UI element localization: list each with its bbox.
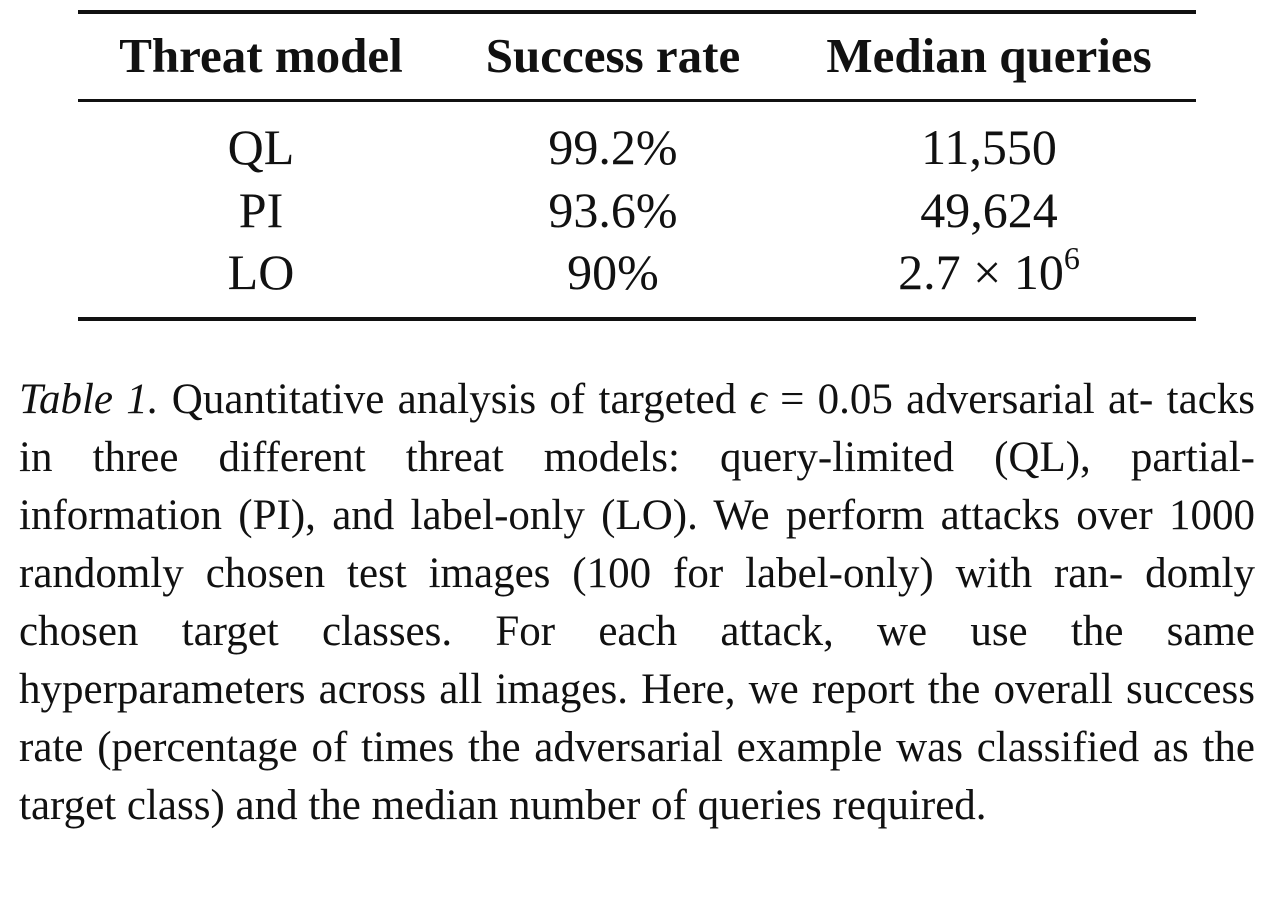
header-success-rate: Success rate [485,28,741,83]
median-queries-lo-base: 2.7 × 10 [898,244,1064,300]
caption-line-3: information (PI), and label-only (LO). W… [19,492,1153,539]
table-caption: Table 1. Quantitative analysis of target… [19,371,1255,835]
table-bottom-rule [78,317,1196,321]
cell-median-queries-lo: 2.7 × 106 [782,242,1196,300]
caption-line-4: 1000 randomly chosen test images (100 fo… [19,492,1255,597]
caption-line-6: hyperparameters across all images. Here,… [19,666,1113,713]
caption-line-7: success rate (percentage of times the ad… [19,666,1255,771]
table-header-rule [78,99,1196,102]
caption-line-9: required. [832,782,987,829]
median-queries-lo-exponent: 6 [1063,240,1080,276]
caption-line-8: classified as the target class) and the … [19,724,1255,829]
caption-line-2: tacks in three different threat models: … [19,376,1256,481]
caption-label: Table 1. [19,376,159,423]
cell-success-rate-ql: 99.2% [548,119,678,175]
header-threat-model: Threat model [119,28,403,83]
cell-median-queries-pi: 49,624 [920,182,1058,238]
cell-median-queries-ql: 11,550 [921,119,1057,175]
caption-text-2: adversarial at- [892,376,1154,423]
table-top-rule [78,10,1196,14]
cell-success-rate-pi: 93.6% [548,182,678,238]
caption-epsilon-value: = 0.05 [766,376,893,423]
cell-threat-model-pi: PI [238,182,284,238]
caption-text-1: Quantitative analysis of targeted [158,376,750,423]
header-median-queries: Median queries [826,28,1152,83]
cell-success-rate-lo: 90% [567,244,659,300]
cell-threat-model-lo: LO [227,244,295,300]
caption-line-5: domly chosen target classes. For each at… [19,550,1255,655]
caption-epsilon: ϵ [749,376,767,423]
cell-threat-model-ql: QL [227,119,295,175]
